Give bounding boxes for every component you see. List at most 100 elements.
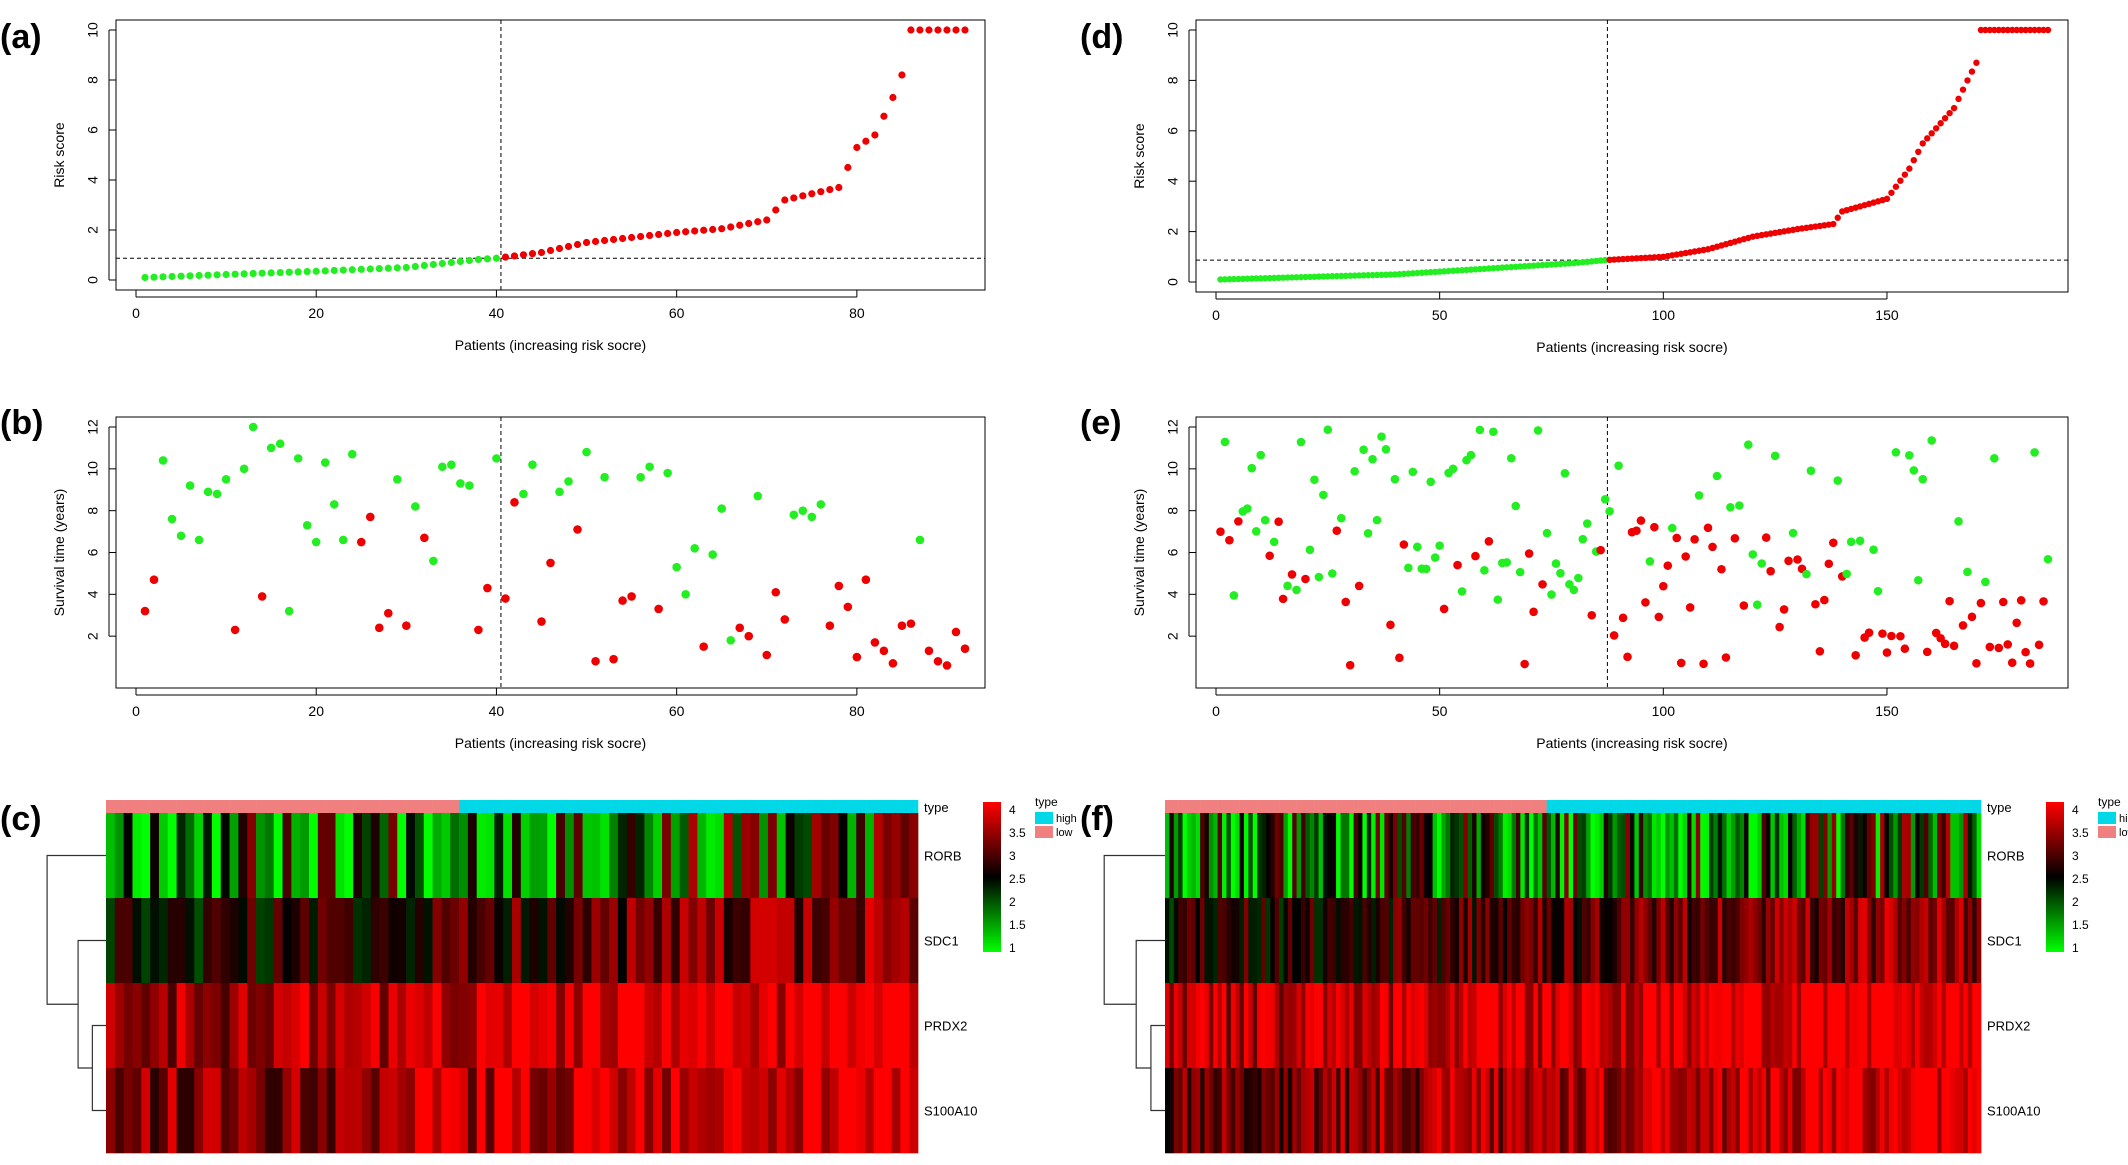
heatmap-cell bbox=[132, 813, 142, 899]
annotation-cell bbox=[873, 800, 883, 813]
heatmap-cell bbox=[1384, 813, 1390, 899]
heatmap-cell bbox=[1906, 813, 1912, 899]
plot-frame bbox=[115, 19, 986, 291]
heatmap-cell bbox=[1818, 813, 1824, 899]
x-axis-title: Patients (increasing risk socre) bbox=[1536, 339, 1727, 355]
heatmap-cell bbox=[626, 983, 636, 1069]
heatmap-cell bbox=[1682, 1068, 1688, 1154]
heatmap-cell bbox=[1265, 898, 1271, 984]
survival-point bbox=[1779, 605, 1789, 614]
heatmap-cell bbox=[1713, 813, 1719, 899]
heatmap-cell bbox=[1200, 898, 1205, 984]
colorbar-tick-label: 3.5 bbox=[1009, 826, 1026, 840]
heatmap-cell bbox=[1950, 983, 1956, 1069]
colorbar-tick-label: 1 bbox=[1009, 941, 1016, 955]
heatmap-cell bbox=[1862, 813, 1868, 899]
heatmap-cell bbox=[1959, 983, 1964, 1069]
heatmap-cell bbox=[1230, 983, 1236, 1069]
heatmap-cell bbox=[220, 983, 230, 1069]
survival-point bbox=[1542, 528, 1552, 538]
heatmap-cell bbox=[644, 813, 654, 899]
annotation-cell bbox=[1687, 800, 1692, 813]
survival-point bbox=[1748, 550, 1758, 559]
heatmap-cell bbox=[1573, 898, 1578, 984]
survival-point bbox=[1283, 581, 1292, 591]
heatmap-cell bbox=[741, 813, 751, 899]
heatmap-cell bbox=[512, 983, 522, 1069]
heatmap-cell bbox=[167, 1068, 177, 1154]
heatmap-cell bbox=[1515, 983, 1521, 1069]
risk-score-point bbox=[519, 251, 528, 259]
heatmap-cell bbox=[1643, 813, 1648, 899]
risk-score-point bbox=[1834, 214, 1841, 221]
heatmap-cell bbox=[1665, 898, 1670, 984]
heatmap-cell bbox=[229, 813, 239, 899]
heatmap-cell bbox=[1533, 1068, 1539, 1154]
y-tick-label: 10 bbox=[85, 461, 101, 477]
heatmap-cell bbox=[776, 898, 786, 984]
heatmap-cell bbox=[1182, 813, 1188, 899]
heatmap-cell bbox=[1634, 983, 1640, 1069]
heatmap-cell bbox=[1502, 983, 1508, 1069]
annotation-cell bbox=[1638, 800, 1644, 813]
survival-point bbox=[1802, 569, 1811, 579]
survival-point bbox=[1421, 564, 1431, 574]
annotation-cell bbox=[1437, 800, 1442, 813]
heatmap-cell bbox=[317, 1068, 328, 1154]
heatmap-cell bbox=[1687, 813, 1692, 899]
heatmap-cell bbox=[1779, 898, 1784, 984]
survival-point bbox=[1788, 528, 1798, 538]
heatmap-cell bbox=[1428, 898, 1433, 984]
survival-point bbox=[1654, 612, 1664, 622]
annotation-cell bbox=[264, 800, 274, 813]
survival-point bbox=[1703, 523, 1713, 533]
risk-score-point bbox=[591, 237, 600, 246]
heatmap-cell bbox=[220, 898, 230, 984]
heatmap-cell bbox=[353, 1068, 363, 1154]
heatmap-cell bbox=[688, 813, 698, 899]
heatmap-cell bbox=[1248, 813, 1254, 899]
heatmap-cell bbox=[662, 1068, 672, 1154]
annotation-cell bbox=[1774, 800, 1780, 813]
heatmap-cell bbox=[1704, 1068, 1710, 1154]
heatmap-cell bbox=[591, 898, 601, 984]
heatmap-cell bbox=[1752, 813, 1758, 899]
heatmap-cell bbox=[1454, 1068, 1460, 1154]
heatmap-cell bbox=[1406, 813, 1412, 899]
survival-point bbox=[1216, 527, 1225, 536]
annotation-cell bbox=[326, 800, 336, 813]
heatmap-cell bbox=[176, 813, 186, 899]
heatmap-cell bbox=[1208, 898, 1214, 984]
heatmap-cell bbox=[1537, 813, 1543, 899]
heatmap-cell bbox=[291, 898, 301, 984]
survival-point bbox=[221, 474, 231, 484]
annotation-cell bbox=[194, 800, 204, 813]
heatmap-cell bbox=[1393, 1068, 1398, 1154]
heatmap-cell bbox=[1656, 983, 1662, 1069]
risk-score-point bbox=[573, 240, 582, 249]
heatmap-cell bbox=[1818, 1068, 1824, 1154]
heatmap-cell bbox=[476, 898, 486, 984]
survival-point bbox=[465, 481, 474, 490]
heatmap-cell bbox=[150, 1068, 160, 1154]
heatmap-cell bbox=[1752, 898, 1758, 984]
heatmap-cell bbox=[882, 1068, 892, 1154]
heatmap-cell bbox=[1621, 813, 1626, 899]
heatmap-cell bbox=[1770, 813, 1776, 899]
heatmap-cell bbox=[1410, 813, 1416, 899]
heatmap-cell bbox=[1358, 813, 1363, 899]
survival-point bbox=[1412, 542, 1422, 552]
heatmap-cell bbox=[1923, 898, 1929, 984]
colorbar-tick-label: 1.5 bbox=[2072, 918, 2089, 932]
risk-score-point bbox=[1897, 177, 1904, 184]
heatmap-cell bbox=[1384, 983, 1390, 1069]
survival-point bbox=[1475, 425, 1485, 435]
y-axis-title: Risk score bbox=[51, 122, 67, 188]
heatmap-cell bbox=[1542, 898, 1548, 984]
dendrogram-branch bbox=[46, 854, 106, 1005]
heatmap-cell bbox=[273, 898, 283, 984]
annotation-cell bbox=[1230, 800, 1236, 813]
heatmap-cell bbox=[1669, 1068, 1675, 1154]
y-axis-title: Survival time (years) bbox=[1131, 489, 1147, 617]
annotation-cell bbox=[1669, 800, 1675, 813]
